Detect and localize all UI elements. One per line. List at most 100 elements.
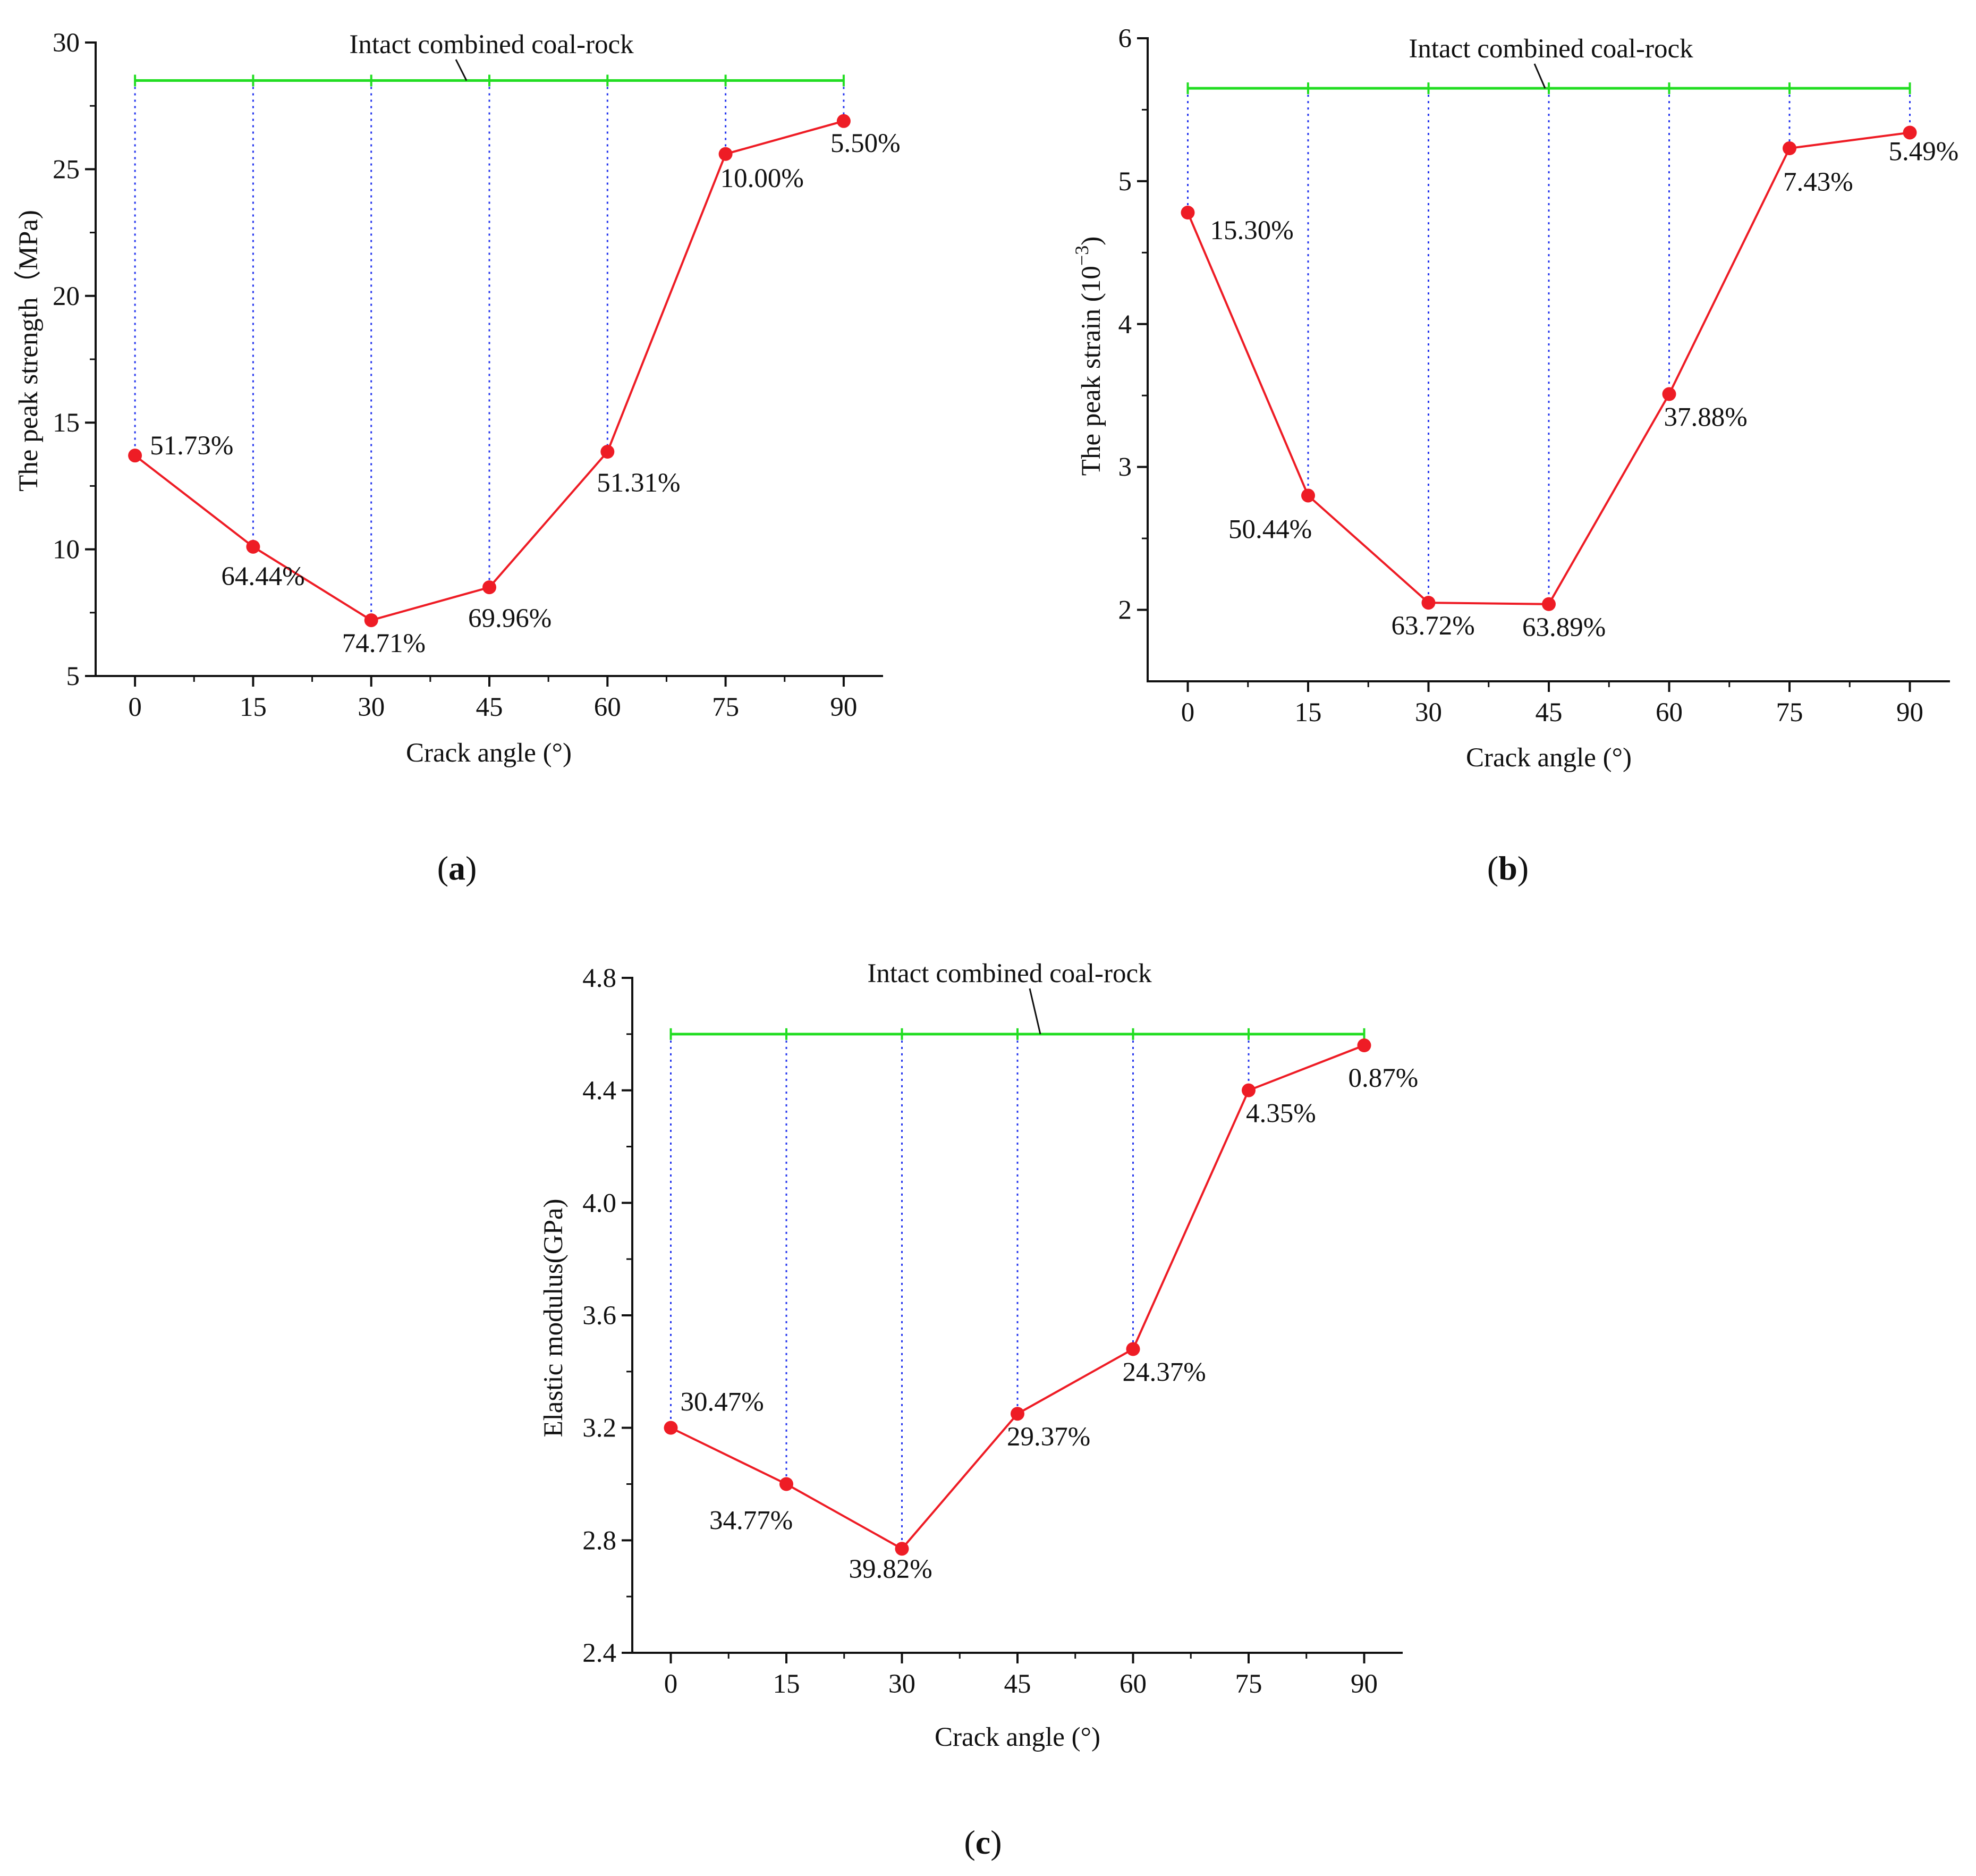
chart-c-y-tick-label: 4.8	[582, 964, 616, 993]
chart-a-reference-label: Intact combined coal-rock	[349, 30, 634, 60]
chart-c-y-tick-label: 3.2	[582, 1414, 616, 1443]
chart-b-series	[1181, 125, 1917, 611]
chart-b-x-tick-label: 30	[1415, 698, 1442, 728]
chart-c-x-axis-title: Crack angle (°)	[935, 1722, 1100, 1752]
chart-c-data-point	[1357, 1038, 1371, 1052]
chart-a-reference-leader	[455, 59, 468, 81]
chart-c-y-tick-label: 2.4	[582, 1638, 616, 1668]
chart-c-x-tick-label: 0	[664, 1669, 678, 1699]
chart-c-y-tick-label: 3.6	[582, 1301, 616, 1331]
chart-a-data-label: 10.00%	[720, 164, 804, 193]
chart-a: Intact combined coal-rock 5 10 15 20 25 30 0 1…	[14, 28, 901, 887]
chart-b-x-tick-label: 60	[1656, 698, 1683, 728]
chart-b-droplines	[1187, 88, 1911, 604]
chart-b-data-label: 50.44%	[1228, 514, 1312, 544]
chart-b-y-axis-title-sup: −3	[1071, 246, 1092, 266]
chart-a-data-point	[128, 449, 142, 463]
chart-c-reference-leader	[1029, 988, 1041, 1035]
chart-c-y-tick-label: 4.4	[582, 1076, 616, 1106]
chart-c-series	[664, 1038, 1371, 1556]
chart-b-y-tick-label: 6	[1118, 24, 1132, 54]
chart-b-data-label: 15.30%	[1210, 216, 1294, 246]
chart-a-reference: Intact combined coal-rock	[134, 30, 845, 87]
chart-c-data-point	[1011, 1407, 1024, 1421]
chart-b-y-axis-title: The peak strain (10−3)	[1071, 236, 1106, 476]
chart-a-y-tick-label: 25	[53, 155, 80, 184]
chart-a-y-tick-label: 5	[66, 662, 80, 691]
chart-a-data-label: 69.96%	[468, 604, 552, 633]
chart-a-data-label: 74.71%	[342, 629, 426, 658]
chart-b-panel-label: (b)	[1487, 849, 1529, 887]
chart-a-panel-label: (a)	[437, 849, 477, 887]
chart-a-axes: 5 10 15 20 25 30 0 15 30 45 60 75 90	[53, 28, 883, 722]
chart-c-panel-label: (c)	[964, 1823, 1002, 1861]
chart-a-x-tick-label: 90	[830, 692, 857, 722]
chart-c-y-tick-label: 2.8	[582, 1526, 616, 1556]
chart-a-data-label: 51.73%	[150, 431, 233, 461]
chart-c-x-tick-label: 75	[1235, 1669, 1262, 1699]
chart-a-data-point	[364, 613, 378, 628]
chart-c-reference-label: Intact combined coal-rock	[867, 959, 1152, 988]
chart-a-x-tick-label: 75	[712, 692, 739, 722]
chart-b-data-labels: 15.30% 50.44% 63.72% 63.89% 37.88% 7.43% 5.49%	[1210, 137, 1959, 642]
chart-a-series	[128, 114, 851, 628]
chart-c-axes: 2.4 2.8 3.2 3.6 4.0 4.4 4.8 0 15 30 45 60 75 90	[582, 964, 1403, 1699]
chart-a-x-axis-title: Crack angle (°)	[406, 738, 572, 768]
chart-c-data-label: 4.35%	[1246, 1099, 1316, 1129]
chart-a-data-label: 5.50%	[830, 129, 901, 158]
chart-b-data-point	[1181, 206, 1195, 220]
chart-b-reference-label: Intact combined coal-rock	[1409, 34, 1693, 64]
chart-c-data-label: 24.37%	[1123, 1358, 1206, 1388]
chart-c-panel-letter: c	[976, 1823, 990, 1861]
chart-b-reference-leader	[1533, 63, 1546, 89]
chart-c-reference: Intact combined coal-rock	[669, 959, 1366, 1040]
chart-b-x-tick-label: 45	[1536, 698, 1563, 728]
chart-c-data-label: 30.47%	[681, 1388, 764, 1417]
chart-a-x-tick-label: 45	[476, 692, 503, 722]
chart-c-y-axis-title: Elastic modulus(GPa)	[539, 1198, 569, 1437]
chart-a-x-tick-label: 0	[128, 692, 142, 722]
chart-b-y-tick-label: 4	[1118, 310, 1132, 340]
chart-c-y-tick-label: 4.0	[582, 1188, 616, 1218]
chart-b-data-label: 7.43%	[1783, 167, 1853, 197]
chart-a-data-label: 64.44%	[221, 562, 304, 591]
chart-c-data-labels: 30.47% 34.77% 39.82% 29.37% 24.37% 4.35% 0.87%	[681, 1063, 1419, 1584]
chart-a-y-tick-label: 10	[53, 535, 80, 565]
chart-c-data-label: 39.82%	[849, 1554, 932, 1584]
chart-b-data-point	[1542, 597, 1556, 611]
chart-c-data-point	[1242, 1083, 1256, 1097]
chart-b-data-point	[1662, 387, 1676, 401]
chart-c-x-tick-label: 60	[1120, 1669, 1147, 1699]
chart-b-reference: Intact combined coal-rock	[1186, 34, 1911, 95]
chart-b-panel-letter: b	[1498, 849, 1517, 887]
chart-a-panel-letter: a	[448, 849, 465, 887]
chart-b-data-label: 63.72%	[1392, 611, 1475, 641]
chart-b-y-axis-title-main: The peak strain (10	[1076, 266, 1106, 476]
chart-a-data-point	[600, 445, 615, 459]
chart-a-x-tick-label: 15	[240, 692, 267, 722]
chart-a-x-tick-label: 30	[358, 692, 385, 722]
chart-a-data-point	[482, 580, 496, 595]
chart-a-droplines	[134, 80, 845, 621]
chart-b-data-point	[1783, 141, 1796, 156]
chart-c-data-label: 0.87%	[1349, 1063, 1419, 1093]
chart-c-data-point	[895, 1542, 909, 1556]
chart-b-x-tick-label: 15	[1295, 698, 1322, 728]
chart-c-data-point	[1126, 1342, 1140, 1356]
chart-b-y-tick-label: 3	[1118, 453, 1132, 483]
chart-a-data-label: 51.31%	[597, 468, 680, 498]
chart-a-x-tick-label: 60	[594, 692, 621, 722]
chart-a-y-tick-label: 20	[53, 282, 80, 311]
chart-b-y-axis-title-tail: )	[1076, 236, 1106, 246]
chart-a-data-labels: 51.73% 64.44% 74.71% 69.96% 51.31% 10.00% 5.50…	[150, 129, 901, 658]
chart-a-data-point	[246, 539, 260, 554]
chart-c-x-tick-label: 45	[1004, 1669, 1031, 1699]
chart-b-x-tick-label: 0	[1181, 698, 1195, 728]
chart-b-x-tick-label: 90	[1896, 698, 1923, 728]
chart-b-data-point	[1301, 488, 1315, 503]
chart-b-y-tick-label: 5	[1118, 167, 1132, 197]
chart-a-data-point	[836, 114, 851, 128]
